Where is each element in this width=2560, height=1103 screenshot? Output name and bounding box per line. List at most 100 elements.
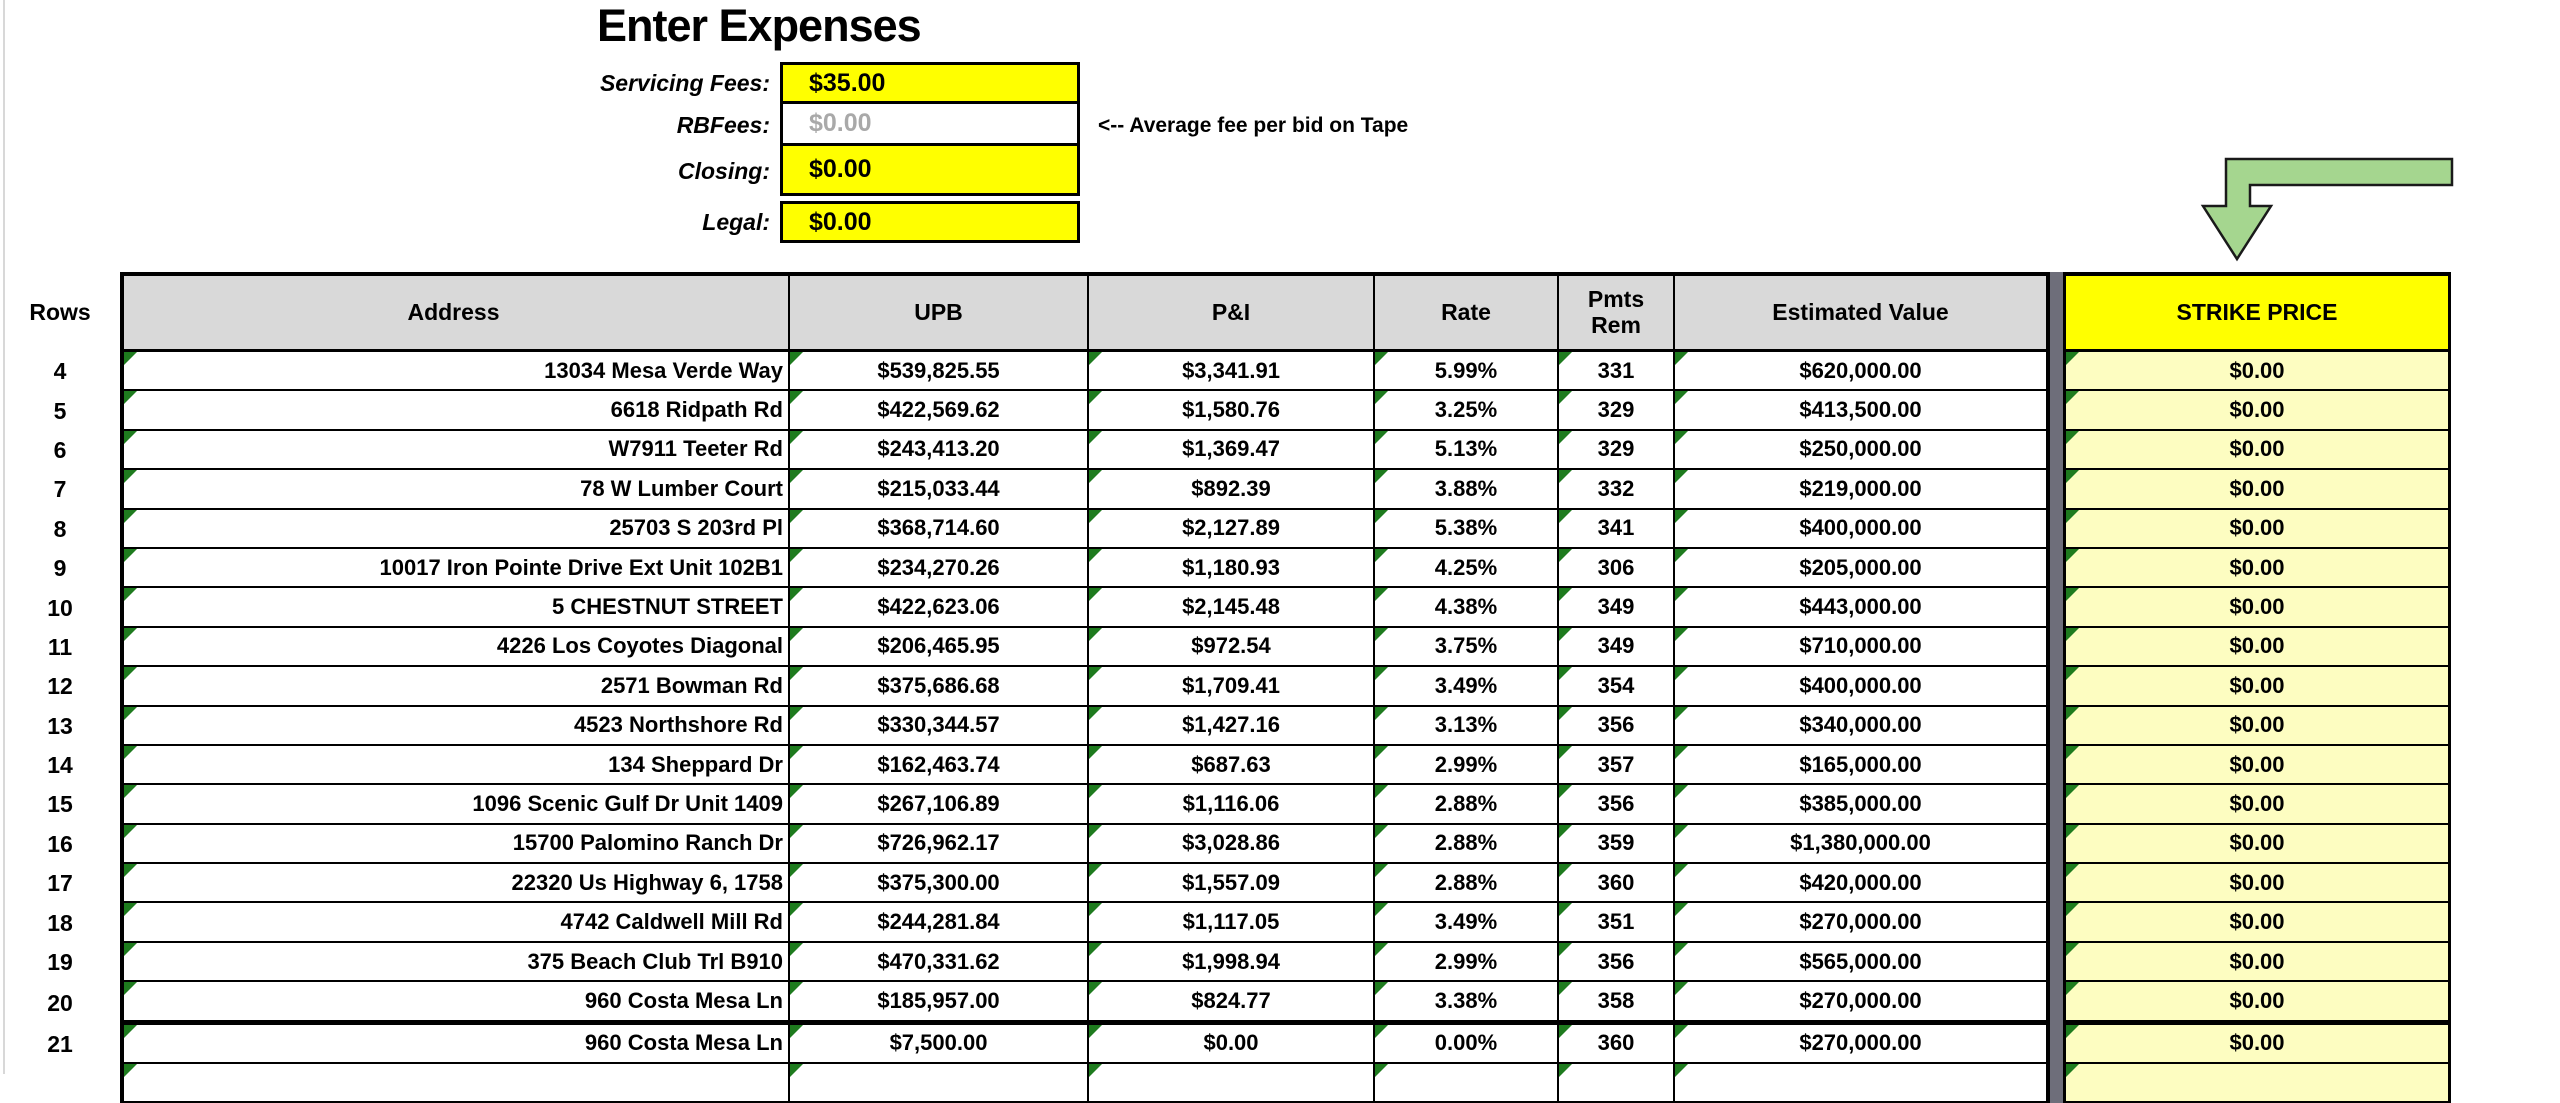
address-cell[interactable]: 960 Costa Mesa Ln: [120, 982, 790, 1025]
rate-cell[interactable]: 0.00%: [1375, 1024, 1559, 1065]
upb-cell[interactable]: $234,270.26: [790, 548, 1089, 589]
pmts-rem-cell[interactable]: 349: [1559, 588, 1675, 628]
upb-cell[interactable]: $368,714.60: [790, 509, 1089, 549]
pi-cell[interactable]: $1,580.76: [1089, 391, 1375, 431]
strike-price-cell[interactable]: $0.00: [2063, 982, 2451, 1025]
pi-cell[interactable]: $1,116.06: [1089, 785, 1375, 825]
estimated-value-cell[interactable]: $270,000.00: [1675, 982, 2050, 1025]
pmts-rem-cell[interactable]: 341: [1559, 509, 1675, 549]
strike-price-cell[interactable]: $0.00: [2063, 509, 2451, 549]
row-number[interactable]: 19: [47, 949, 73, 976]
row-number[interactable]: [0, 1064, 120, 1103]
row-number[interactable]: 18: [47, 909, 73, 936]
estimated-value-cell[interactable]: $710,000.00: [1675, 627, 2050, 668]
pmts-rem-cell[interactable]: 360: [1559, 864, 1675, 904]
strike-price-cell[interactable]: [2063, 1064, 2451, 1103]
strike-price-cell[interactable]: $0.00: [2063, 430, 2451, 471]
column-header-pi[interactable]: P&I: [1089, 272, 1375, 352]
pi-cell[interactable]: $1,369.47: [1089, 430, 1375, 471]
address-cell[interactable]: 375 Beach Club Trl B910: [120, 942, 790, 983]
pmts-rem-cell[interactable]: 360: [1559, 1024, 1675, 1065]
upb-cell[interactable]: $244,281.84: [790, 903, 1089, 943]
column-header-strike-price[interactable]: STRIKE PRICE: [2063, 272, 2451, 352]
column-header-rate[interactable]: Rate: [1375, 272, 1559, 352]
upb-cell[interactable]: $206,465.95: [790, 627, 1089, 668]
estimated-value-cell[interactable]: $565,000.00: [1675, 942, 2050, 983]
address-cell[interactable]: 13034 Mesa Verde Way: [120, 352, 790, 392]
estimated-value-cell[interactable]: $250,000.00: [1675, 430, 2050, 471]
estimated-value-cell[interactable]: $385,000.00: [1675, 785, 2050, 825]
address-cell[interactable]: 25703 S 203rd Pl: [120, 509, 790, 549]
upb-cell[interactable]: $422,569.62: [790, 391, 1089, 431]
upb-cell[interactable]: $215,033.44: [790, 470, 1089, 510]
estimated-value-cell[interactable]: $443,000.00: [1675, 588, 2050, 628]
rate-cell[interactable]: 3.13%: [1375, 706, 1559, 746]
pi-cell[interactable]: [1089, 1064, 1375, 1103]
strike-price-cell[interactable]: $0.00: [2063, 352, 2451, 392]
pi-cell[interactable]: $1,180.93: [1089, 548, 1375, 589]
strike-price-cell[interactable]: $0.00: [2063, 903, 2451, 943]
estimated-value-cell[interactable]: [1675, 1064, 2050, 1103]
closing-input[interactable]: $0.00: [780, 146, 1080, 196]
estimated-value-cell[interactable]: $400,000.00: [1675, 509, 2050, 549]
pi-cell[interactable]: $2,145.48: [1089, 588, 1375, 628]
upb-cell[interactable]: $267,106.89: [790, 785, 1089, 825]
row-number[interactable]: 10: [47, 594, 73, 621]
row-number[interactable]: 11: [47, 633, 73, 660]
pmts-rem-cell[interactable]: 306: [1559, 548, 1675, 589]
row-number[interactable]: 16: [47, 830, 73, 857]
upb-cell[interactable]: $422,623.06: [790, 588, 1089, 628]
upb-cell[interactable]: $185,957.00: [790, 982, 1089, 1025]
rate-cell[interactable]: 2.99%: [1375, 942, 1559, 983]
rate-cell[interactable]: 5.38%: [1375, 509, 1559, 549]
upb-cell[interactable]: $375,686.68: [790, 667, 1089, 707]
rate-cell[interactable]: 3.38%: [1375, 982, 1559, 1025]
pmts-rem-cell[interactable]: 359: [1559, 824, 1675, 865]
upb-cell[interactable]: $243,413.20: [790, 430, 1089, 471]
pi-cell[interactable]: $1,117.05: [1089, 903, 1375, 943]
address-cell[interactable]: 2571 Bowman Rd: [120, 667, 790, 707]
rate-cell[interactable]: 3.25%: [1375, 391, 1559, 431]
strike-price-cell[interactable]: $0.00: [2063, 627, 2451, 668]
upb-cell[interactable]: $470,331.62: [790, 942, 1089, 983]
rate-cell[interactable]: 5.99%: [1375, 352, 1559, 392]
rate-cell[interactable]: 3.88%: [1375, 470, 1559, 510]
rate-cell[interactable]: 4.25%: [1375, 548, 1559, 589]
pmts-rem-cell[interactable]: 358: [1559, 982, 1675, 1025]
pmts-rem-cell[interactable]: 332: [1559, 470, 1675, 510]
rate-cell[interactable]: 3.49%: [1375, 903, 1559, 943]
address-cell[interactable]: 134 Sheppard Dr: [120, 745, 790, 786]
pi-cell[interactable]: $3,028.86: [1089, 824, 1375, 865]
estimated-value-cell[interactable]: $165,000.00: [1675, 745, 2050, 786]
pi-cell[interactable]: $1,557.09: [1089, 864, 1375, 904]
strike-price-cell[interactable]: $0.00: [2063, 588, 2451, 628]
upb-cell[interactable]: $726,962.17: [790, 824, 1089, 865]
pmts-rem-cell[interactable]: 356: [1559, 942, 1675, 983]
rate-cell[interactable]: 3.49%: [1375, 667, 1559, 707]
rate-cell[interactable]: [1375, 1064, 1559, 1103]
row-number[interactable]: 9: [53, 555, 67, 582]
row-number[interactable]: 8: [53, 515, 67, 542]
rate-cell[interactable]: 2.99%: [1375, 745, 1559, 786]
upb-cell[interactable]: $375,300.00: [790, 864, 1089, 904]
pmts-rem-cell[interactable]: 351: [1559, 903, 1675, 943]
estimated-value-cell[interactable]: $205,000.00: [1675, 548, 2050, 589]
strike-price-cell[interactable]: $0.00: [2063, 706, 2451, 746]
pi-cell[interactable]: $0.00: [1089, 1024, 1375, 1065]
strike-price-cell[interactable]: $0.00: [2063, 391, 2451, 431]
strike-price-cell[interactable]: $0.00: [2063, 745, 2451, 786]
row-number[interactable]: 13: [47, 712, 73, 739]
pmts-rem-cell[interactable]: 331: [1559, 352, 1675, 392]
address-cell[interactable]: 1096 Scenic Gulf Dr Unit 1409: [120, 785, 790, 825]
address-cell[interactable]: 22320 Us Highway 6, 1758: [120, 864, 790, 904]
upb-cell[interactable]: [790, 1064, 1089, 1103]
pmts-rem-cell[interactable]: 329: [1559, 430, 1675, 471]
strike-price-cell[interactable]: $0.00: [2063, 667, 2451, 707]
rbfees-input[interactable]: $0.00: [780, 104, 1080, 146]
strike-price-cell[interactable]: $0.00: [2063, 942, 2451, 983]
pmts-rem-cell[interactable]: 357: [1559, 745, 1675, 786]
row-number[interactable]: 5: [53, 397, 67, 424]
address-cell[interactable]: 960 Costa Mesa Ln: [120, 1024, 790, 1065]
column-header-pmts-rem[interactable]: Pmts Rem: [1559, 272, 1675, 352]
rate-cell[interactable]: 2.88%: [1375, 864, 1559, 904]
